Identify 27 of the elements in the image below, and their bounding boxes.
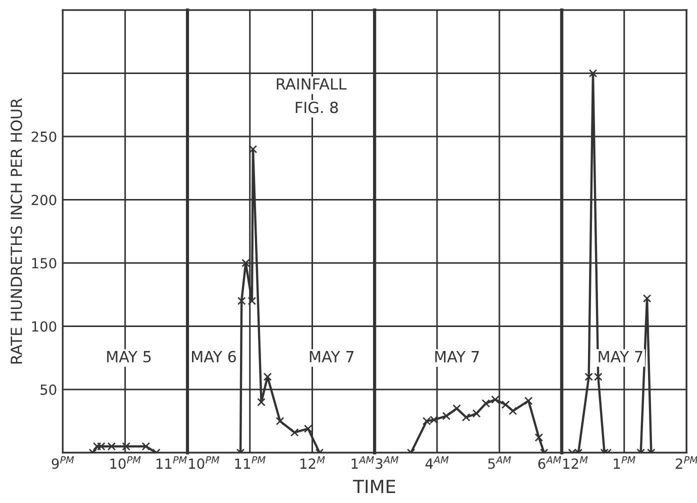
y-axis-title: RATE HUNDRETHS INCH PER HOUR bbox=[10, 98, 22, 364]
x-tick-label: 5$^{AM}$ bbox=[488, 456, 511, 469]
annotation: MAY 7 bbox=[310, 351, 354, 362]
annotation: MAY 7 bbox=[598, 351, 642, 362]
x-tick-label: 12$^{M}$ bbox=[563, 456, 588, 469]
x-tick-label: 11$^{PM}$ bbox=[156, 456, 187, 469]
annotation: FIG. 8 bbox=[296, 102, 338, 114]
x-tick-label: 1$^{AM}$ bbox=[352, 456, 374, 469]
annotation: MAY 7 bbox=[435, 351, 479, 362]
x-tick-label: 6$^{AM}$ bbox=[538, 456, 562, 469]
x-tick-label: 10$^{PM}$ bbox=[189, 456, 220, 469]
y-tick-label: 100 bbox=[32, 321, 56, 332]
y-tick-label: 50 bbox=[40, 384, 56, 395]
annotation: RAINFALL bbox=[276, 78, 347, 90]
annotation: MAY 5 bbox=[107, 351, 151, 362]
x-axis-title: TIME bbox=[352, 480, 396, 493]
x-tick-label: 12$^{M}$ bbox=[300, 456, 325, 469]
x-tick-label: 1$^{PM}$ bbox=[614, 456, 636, 469]
x-tick-label: 3$^{AM}$ bbox=[376, 456, 398, 469]
annotation: MAY 6 bbox=[192, 350, 236, 362]
y-tick-label: 250 bbox=[32, 131, 56, 142]
x-tick-label: 4$^{AM}$ bbox=[425, 456, 449, 469]
x-tick-label: 11$^{PM}$ bbox=[235, 456, 266, 469]
x-tick-label: 10$^{PM}$ bbox=[110, 456, 141, 469]
x-tick-label: 9$^{PM}$ bbox=[52, 456, 74, 469]
y-tick-label: 150 bbox=[32, 258, 56, 268]
y-tick-label: 200 bbox=[32, 194, 56, 206]
